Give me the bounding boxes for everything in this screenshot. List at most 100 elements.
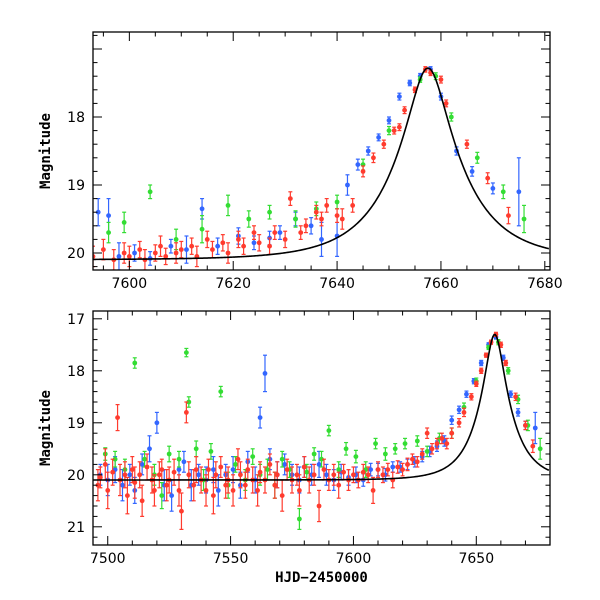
data-point <box>251 225 257 240</box>
data-point <box>296 508 302 531</box>
data-point <box>97 466 103 489</box>
y-tick-label: 19 <box>67 416 85 432</box>
data-point <box>341 463 347 481</box>
data-point <box>414 456 420 468</box>
data-point <box>523 420 528 431</box>
data-point <box>324 198 330 213</box>
data-point <box>218 456 224 478</box>
data-point <box>293 210 298 228</box>
data-point <box>319 211 324 227</box>
data-point <box>530 439 536 454</box>
data-point <box>498 341 504 348</box>
data-point <box>402 106 407 115</box>
data-point <box>516 157 522 227</box>
y-tick-label: 20 <box>67 468 85 484</box>
data-point <box>262 354 268 393</box>
data-point <box>106 221 111 244</box>
data-point <box>464 139 470 149</box>
data-point <box>473 380 479 387</box>
data-point <box>215 237 221 255</box>
data-point <box>121 211 127 234</box>
data-point <box>468 393 474 401</box>
data-point <box>313 204 319 220</box>
data-point <box>121 242 127 264</box>
data-point <box>196 463 202 486</box>
panel-top: 7600 7620 7640 7660 7680 18 19 20 Magnitude <box>38 31 563 292</box>
y-tick-label: 19 <box>67 178 85 194</box>
data-point <box>147 184 153 200</box>
top-model-curve <box>93 67 550 261</box>
top-data-points <box>93 66 527 270</box>
data-point <box>407 79 413 87</box>
data-point <box>308 217 314 235</box>
data-point <box>193 456 199 484</box>
data-point <box>210 240 215 259</box>
bottom-axis-ticks <box>93 311 551 545</box>
data-point <box>265 458 270 481</box>
data-point <box>319 450 324 468</box>
data-point <box>137 240 143 259</box>
data-point <box>132 466 138 499</box>
data-point <box>513 392 519 402</box>
data-point <box>122 461 128 489</box>
data-point <box>105 471 111 510</box>
x-tick-label: 7500 <box>90 551 126 567</box>
data-point <box>282 230 288 249</box>
data-point <box>171 458 177 486</box>
data-point <box>256 234 262 252</box>
data-point <box>193 440 199 458</box>
data-point <box>210 476 216 515</box>
x-tick-label: 7550 <box>213 551 249 567</box>
data-point <box>132 357 138 369</box>
data-point <box>365 146 371 156</box>
data-point <box>206 458 211 481</box>
data-point <box>505 367 511 375</box>
data-point <box>461 407 467 418</box>
data-point <box>434 437 440 450</box>
data-point <box>326 424 332 437</box>
data-point <box>186 461 192 489</box>
data-point <box>429 443 435 455</box>
data-point <box>469 166 475 177</box>
data-point <box>396 123 402 132</box>
data-point <box>319 221 324 257</box>
data-point <box>238 461 243 489</box>
bottom-data-points <box>95 331 543 531</box>
data-point <box>355 158 361 171</box>
data-point <box>350 198 356 213</box>
data-point <box>353 449 359 464</box>
data-point <box>391 126 397 135</box>
data-point <box>506 206 511 225</box>
x-tick-label: 7680 <box>527 276 563 292</box>
data-point <box>400 462 405 477</box>
data-point <box>164 469 170 502</box>
data-point <box>267 204 272 220</box>
data-point <box>250 448 256 465</box>
data-point <box>456 405 462 415</box>
data-point <box>242 471 248 499</box>
data-point <box>532 411 538 445</box>
data-point <box>396 92 402 101</box>
data-point <box>456 418 462 428</box>
data-point <box>371 152 376 164</box>
data-point <box>173 242 179 264</box>
data-point <box>373 437 378 450</box>
data-point <box>110 458 116 486</box>
data-point <box>159 482 165 510</box>
data-point <box>144 453 150 481</box>
data-point <box>521 204 527 234</box>
data-point <box>163 247 169 266</box>
y-tick-label: 20 <box>67 246 85 262</box>
data-point <box>183 347 189 358</box>
data-point <box>218 385 224 398</box>
data-point <box>390 471 396 489</box>
top-tick-labels: 7600 7620 7640 7660 7680 18 19 20 <box>67 110 562 292</box>
data-point <box>257 406 263 429</box>
data-point <box>386 125 392 136</box>
data-point <box>449 415 455 425</box>
x-axis-label: HJD−2450000 <box>275 570 368 586</box>
data-point <box>139 484 145 518</box>
data-point <box>236 230 241 249</box>
data-point <box>515 408 521 417</box>
